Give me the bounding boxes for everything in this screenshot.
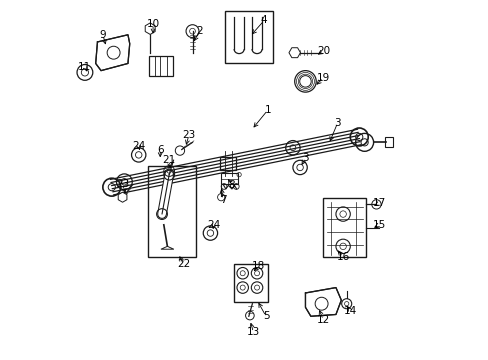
Text: 14: 14 — [343, 306, 356, 316]
Text: 23: 23 — [116, 179, 129, 189]
Text: 2: 2 — [196, 26, 203, 36]
Text: 24: 24 — [207, 220, 220, 230]
Text: 22: 22 — [177, 259, 190, 269]
Text: 11: 11 — [78, 62, 91, 72]
Text: 4: 4 — [261, 15, 267, 26]
Text: 15: 15 — [371, 220, 385, 230]
Text: 16: 16 — [336, 252, 349, 262]
Text: 18: 18 — [252, 261, 265, 271]
Text: 3: 3 — [302, 153, 308, 163]
Text: 23: 23 — [182, 130, 195, 140]
Text: 12: 12 — [316, 315, 329, 325]
Text: 9: 9 — [100, 30, 106, 40]
Text: 10: 10 — [146, 19, 159, 29]
Polygon shape — [288, 48, 300, 58]
Text: 13: 13 — [246, 327, 260, 337]
Text: 8: 8 — [228, 180, 235, 190]
Polygon shape — [96, 35, 129, 71]
Text: 21: 21 — [162, 155, 176, 165]
Text: 19: 19 — [316, 73, 329, 83]
Text: 20: 20 — [316, 46, 329, 56]
Text: 1: 1 — [264, 105, 270, 115]
Text: 7: 7 — [219, 195, 226, 205]
Polygon shape — [305, 288, 341, 316]
Text: 6: 6 — [157, 144, 163, 154]
Polygon shape — [161, 246, 174, 249]
Polygon shape — [118, 192, 127, 202]
Text: 17: 17 — [371, 198, 385, 208]
Polygon shape — [145, 23, 155, 35]
Text: 3: 3 — [334, 118, 340, 128]
Text: 5: 5 — [262, 311, 269, 321]
Text: 24: 24 — [132, 141, 145, 151]
